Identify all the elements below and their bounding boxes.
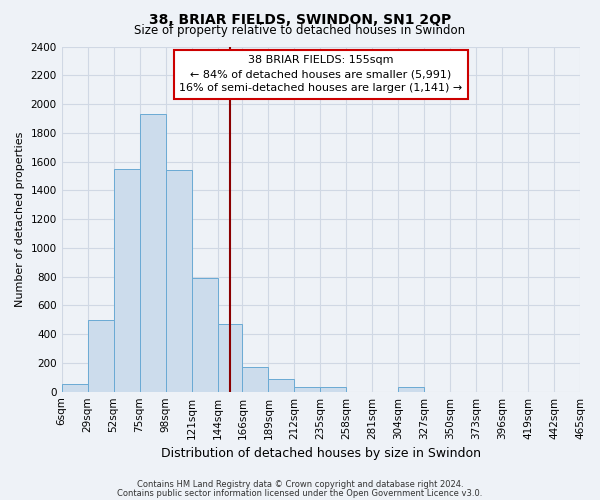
X-axis label: Distribution of detached houses by size in Swindon: Distribution of detached houses by size …: [161, 447, 481, 460]
Bar: [398, 388, 424, 392]
Bar: [113, 169, 140, 392]
Bar: [166, 170, 191, 392]
Bar: [320, 388, 346, 392]
Bar: [140, 114, 166, 392]
Text: Contains public sector information licensed under the Open Government Licence v3: Contains public sector information licen…: [118, 488, 482, 498]
Bar: [191, 278, 218, 392]
Bar: [62, 384, 88, 392]
Bar: [294, 388, 320, 392]
Y-axis label: Number of detached properties: Number of detached properties: [15, 132, 25, 307]
Text: 38 BRIAR FIELDS: 155sqm
← 84% of detached houses are smaller (5,991)
16% of semi: 38 BRIAR FIELDS: 155sqm ← 84% of detache…: [179, 55, 463, 93]
Bar: [242, 366, 268, 392]
Text: Contains HM Land Registry data © Crown copyright and database right 2024.: Contains HM Land Registry data © Crown c…: [137, 480, 463, 489]
Text: 38, BRIAR FIELDS, SWINDON, SN1 2QP: 38, BRIAR FIELDS, SWINDON, SN1 2QP: [149, 12, 451, 26]
Text: Size of property relative to detached houses in Swindon: Size of property relative to detached ho…: [134, 24, 466, 37]
Bar: [88, 320, 113, 392]
Bar: [218, 324, 242, 392]
Bar: [268, 378, 294, 392]
